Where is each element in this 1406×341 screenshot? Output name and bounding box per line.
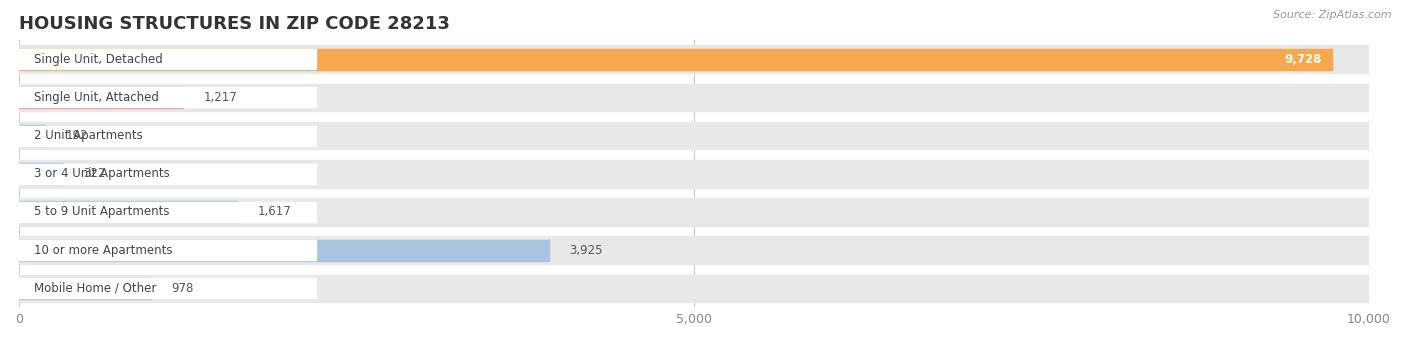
Bar [20,122,1369,149]
Bar [20,198,1369,226]
Bar [20,163,62,184]
Text: Single Unit, Detached: Single Unit, Detached [34,53,163,66]
Bar [20,45,1369,73]
Bar [20,164,316,184]
Bar [20,87,316,107]
Text: 3 or 4 Unit Apartments: 3 or 4 Unit Apartments [34,167,170,180]
Bar [20,125,316,146]
Bar [20,240,548,261]
Bar [20,125,45,146]
Bar [20,236,1369,264]
Text: Single Unit, Attached: Single Unit, Attached [34,91,159,104]
Text: 2 Unit Apartments: 2 Unit Apartments [34,129,142,142]
Text: 10 or more Apartments: 10 or more Apartments [34,244,173,257]
Text: Mobile Home / Other: Mobile Home / Other [34,282,156,295]
Text: 9,728: 9,728 [1284,53,1322,66]
Bar [20,49,316,69]
Bar [20,278,150,299]
Text: 3,925: 3,925 [569,244,603,257]
Bar [20,87,183,108]
Text: 978: 978 [172,282,194,295]
Bar [20,240,316,260]
Text: 192: 192 [65,129,87,142]
Bar [20,202,238,222]
Text: 5 to 9 Unit Apartments: 5 to 9 Unit Apartments [34,206,169,219]
Bar [20,202,316,222]
Bar [20,49,1333,70]
Bar [20,84,1369,111]
Bar [20,278,316,298]
Text: Source: ZipAtlas.com: Source: ZipAtlas.com [1274,10,1392,20]
Text: 1,217: 1,217 [204,91,238,104]
Text: 322: 322 [83,167,105,180]
Text: 1,617: 1,617 [257,206,291,219]
Text: HOUSING STRUCTURES IN ZIP CODE 28213: HOUSING STRUCTURES IN ZIP CODE 28213 [20,15,450,33]
Bar [20,160,1369,188]
Bar [20,275,1369,302]
